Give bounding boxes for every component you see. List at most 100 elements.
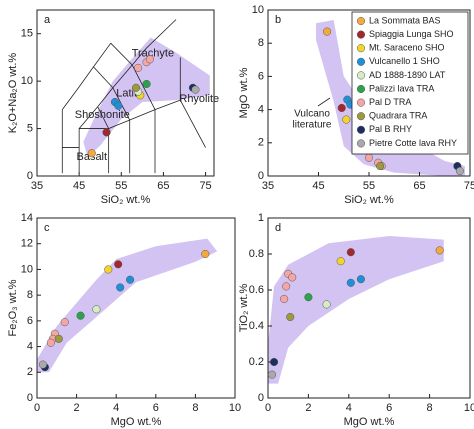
- panel-letter: c: [44, 222, 50, 234]
- x-axis-label: SiO₂ wt.%: [101, 194, 151, 206]
- data-point: [92, 305, 101, 314]
- legend-marker: [356, 125, 366, 134]
- data-point: [145, 55, 154, 64]
- y-tick-label: 2: [27, 366, 33, 378]
- legend-label: Vulcanello 1 SHO: [369, 56, 440, 66]
- x-axis-label: SiO₂ wt.%: [344, 194, 394, 206]
- x-tick-label: 75: [464, 180, 474, 192]
- data-point: [346, 278, 355, 287]
- y-tick-label: 0: [27, 392, 33, 404]
- panel: a 35 45 55 65 75 0 5 10 15 SiO₂ wt.% K₂O+Na₂O wt.% T…: [7, 9, 219, 206]
- y-tick-label: 10: [252, 4, 264, 16]
- legend-marker: [356, 30, 366, 39]
- field-boundary: [97, 106, 110, 129]
- field-boundary: [108, 99, 181, 129]
- data-point: [131, 83, 141, 92]
- data-point: [356, 275, 365, 284]
- x-axis-label: MgO wt.%: [111, 416, 162, 428]
- data-point: [114, 101, 123, 110]
- legend-marker: [356, 57, 366, 66]
- field-boundary: [61, 42, 112, 110]
- legend-marker: [356, 139, 366, 148]
- y-tick-label: 0: [27, 170, 33, 182]
- legend-marker: [356, 98, 366, 107]
- y-tick-label: 2: [258, 137, 264, 149]
- legend-label: Pietre Cotte lava RHY: [369, 138, 457, 148]
- y-tick-label: 4: [27, 340, 33, 352]
- y-tick-label: 6: [27, 315, 33, 327]
- data-point: [282, 282, 291, 291]
- data-point: [346, 248, 355, 257]
- data-point: [116, 283, 125, 292]
- x-tick-label: 8: [427, 402, 433, 414]
- x-tick-label: 8: [192, 402, 198, 414]
- data-point: [114, 260, 123, 269]
- annotation-leader: [317, 97, 331, 107]
- legend-label: Pal D TRA: [369, 97, 411, 107]
- data-point: [342, 115, 351, 124]
- data-point: [286, 312, 295, 322]
- panel: b 35 45 55 65 75 0 2 4 6 8 10 SiO₂ wt.% MgO wt.% Vulca…: [238, 4, 474, 206]
- x-tick-label: 55: [115, 180, 127, 192]
- data-point: [134, 63, 143, 72]
- x-tick-label: 0: [265, 402, 271, 414]
- x-tick-label: 75: [199, 180, 211, 192]
- y-tick-label: 0.8: [249, 248, 264, 260]
- field-boundary: [93, 66, 114, 89]
- legend-label: AD 1888-1890 LAT: [369, 70, 446, 80]
- x-tick-label: 45: [312, 180, 324, 192]
- data-point: [337, 103, 346, 112]
- legend-label: La Sommata BAS: [369, 15, 441, 25]
- panel: d 0 2 4 6 8 10 0 0.2 0.4 0.6 0.8 1 MgO wt.% TiO₂ wt.%: [238, 212, 474, 428]
- data-point: [288, 273, 297, 282]
- x-tick-label: 4: [113, 402, 119, 414]
- data-point: [267, 370, 277, 379]
- data-point: [191, 85, 200, 94]
- plot-frame: [267, 217, 471, 399]
- annotation: Vulcano: [294, 109, 330, 120]
- x-tick-label: 0: [34, 402, 40, 414]
- y-tick-label: 0: [258, 392, 264, 404]
- data-point: [126, 275, 135, 284]
- y-tick-label: 0.6: [249, 284, 264, 296]
- panel-letter: d: [275, 222, 281, 234]
- x-tick-label: 55: [363, 180, 375, 192]
- x-tick-label: 10: [464, 402, 474, 414]
- legend-marker: [356, 16, 366, 26]
- y-tick-label: 14: [21, 212, 33, 224]
- y-tick-label: 4: [258, 104, 264, 116]
- plot-frame: [36, 217, 236, 399]
- data-point: [364, 153, 374, 162]
- field-boundary: [146, 19, 177, 49]
- x-axis-label: MgO wt.%: [344, 416, 395, 428]
- x-tick-label: 6: [386, 402, 392, 414]
- y-tick-label: 10: [21, 75, 33, 87]
- envelope: [83, 37, 210, 158]
- field-boundary: [110, 42, 133, 66]
- panel-letter: a: [44, 14, 51, 26]
- x-tick-label: 2: [74, 402, 80, 414]
- legend-marker: [356, 71, 366, 80]
- y-tick-label: 0.4: [249, 320, 264, 332]
- data-point: [46, 338, 55, 347]
- plot-frame: [36, 9, 215, 177]
- envelope: [268, 236, 444, 384]
- y-tick-label: 6: [258, 70, 264, 82]
- y-tick-label: 0.2: [249, 356, 264, 368]
- y-tick-label: 12: [21, 238, 33, 250]
- field-label: Trachyte: [132, 48, 174, 60]
- x-tick-label: 35: [31, 180, 43, 192]
- legend-label: Spiaggia Lunga SHO: [369, 29, 454, 39]
- x-tick-label: 45: [73, 180, 85, 192]
- data-point: [322, 300, 331, 309]
- x-tick-label: 65: [413, 180, 425, 192]
- data-point: [104, 265, 113, 274]
- field-boundary: [131, 64, 156, 110]
- envelope: [37, 238, 218, 373]
- field-label: Shoshonite: [75, 109, 130, 121]
- x-tick-label: 6: [153, 402, 159, 414]
- y-tick-label: 8: [27, 289, 33, 301]
- y-tick-label: 10: [21, 263, 33, 275]
- y-tick-label: 8: [258, 37, 264, 49]
- data-point: [102, 128, 111, 137]
